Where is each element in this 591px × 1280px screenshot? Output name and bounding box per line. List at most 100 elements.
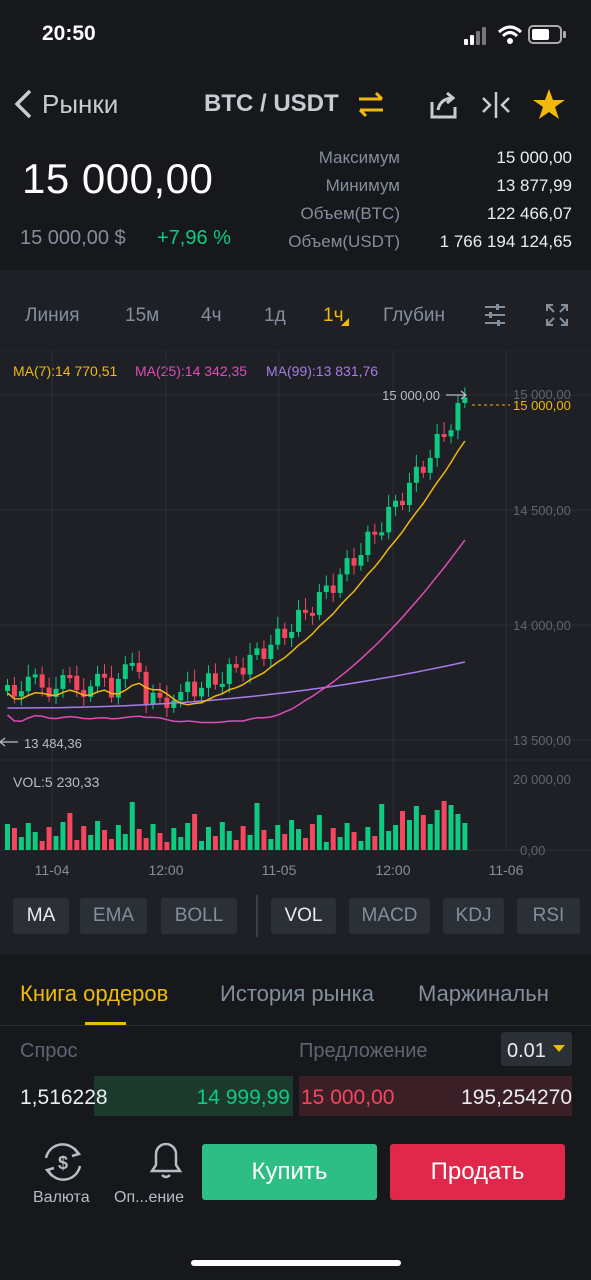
price-change: +7,96 % — [157, 227, 231, 249]
high-marker-label: 15 000,00 — [382, 388, 440, 403]
indicator-ma[interactable]: MA — [13, 898, 69, 934]
indicator-ema[interactable]: EMA — [80, 898, 147, 934]
bell-icon[interactable] — [147, 1141, 185, 1181]
y-tick-14500: 14 500,00 — [513, 503, 571, 518]
stat-label-high: Максимум — [318, 148, 400, 167]
back-button[interactable]: Рынки — [42, 89, 119, 119]
candle-5 — [39, 674, 45, 688]
indicator-rsi[interactable]: RSI — [517, 898, 580, 934]
volume-bar-39 — [275, 825, 281, 850]
interval-depth[interactable]: Глубин — [383, 305, 446, 326]
x-tick-1: 11-04 — [35, 862, 70, 878]
candle-28 — [199, 687, 205, 697]
back-chevron-icon[interactable] — [12, 88, 34, 120]
candle-24 — [171, 700, 177, 708]
candle-47 — [330, 585, 336, 593]
volume-bar-40 — [282, 834, 288, 850]
wifi-icon — [497, 25, 523, 44]
volume-bar-13 — [95, 821, 101, 850]
swap-icon[interactable] — [356, 90, 386, 120]
pair-title[interactable]: BTC / USDT — [204, 90, 339, 117]
compare-icon[interactable] — [480, 89, 512, 121]
bid-qty[interactable]: 1,516228 — [20, 1086, 108, 1109]
candle-7 — [53, 688, 59, 697]
volume-bar-36 — [254, 803, 260, 850]
volume-bar-1 — [11, 828, 17, 850]
y-tick-14000: 14 000,00 — [513, 618, 571, 633]
volume-bar-50 — [351, 832, 357, 850]
interval-line[interactable]: Линия — [25, 305, 80, 326]
volume-bar-43 — [302, 838, 308, 850]
candle-29 — [205, 673, 211, 688]
indicator-vol[interactable]: VOL — [271, 898, 336, 934]
status-bar — [0, 0, 591, 70]
ask-qty[interactable]: 195,254270 — [461, 1086, 572, 1109]
volume-bar-59 — [413, 806, 419, 850]
bid-header: Спрос — [20, 1040, 78, 1062]
status-time: 20:50 — [42, 22, 96, 45]
candle-49 — [344, 558, 350, 575]
volume-bar-18 — [129, 802, 135, 850]
ticker-panel — [0, 140, 591, 270]
y-tick-13500: 13 500,00 — [513, 733, 571, 748]
tab-margin[interactable]: Маржинальн — [418, 981, 549, 1006]
bid-price[interactable]: 14 999,99 — [196, 1086, 290, 1109]
volume-bar-53 — [372, 836, 378, 850]
candle-3 — [25, 676, 31, 692]
volume-bar-52 — [365, 827, 371, 850]
price-chart[interactable]: 15 000,00 15 000,00 13 484,36 15 000,00 … — [0, 350, 591, 890]
sell-button[interactable]: Продать — [390, 1144, 565, 1200]
share-icon[interactable] — [428, 90, 460, 120]
interval-4h[interactable]: 4ч — [201, 305, 222, 326]
candle-21 — [150, 692, 156, 705]
candle-39 — [275, 628, 281, 645]
candle-48 — [337, 574, 343, 593]
tab-orderbook[interactable]: Книга ордеров — [20, 981, 169, 1006]
volume-bar-28 — [199, 841, 205, 850]
interval-15m[interactable]: 15м — [125, 305, 160, 326]
interval-1h[interactable]: 1ч — [323, 305, 344, 326]
volume-bar-10 — [74, 840, 80, 850]
volume-bar-42 — [296, 829, 302, 850]
stat-label-vol-btc: Объем(BTC) — [300, 204, 401, 223]
currency-convert-icon[interactable]: $ — [38, 1142, 88, 1182]
volume-bar-9 — [67, 813, 73, 850]
candle-54 — [379, 532, 385, 536]
volume-bar-5 — [39, 841, 45, 850]
candle-1 — [11, 685, 17, 697]
candle-59 — [413, 466, 419, 483]
candle-16 — [115, 678, 121, 698]
volume-bar-24 — [171, 828, 177, 850]
interval-1d[interactable]: 1д — [264, 305, 286, 326]
interval-dropdown-icon — [341, 318, 349, 326]
volume-bar-6 — [46, 827, 52, 850]
tab-market-history[interactable]: История рынка — [220, 981, 374, 1006]
ask-header: Предложение — [299, 1040, 428, 1062]
ma99-legend: MA(99):13 831,76 — [266, 363, 379, 379]
candle-11 — [81, 690, 87, 697]
volume-bar-63 — [441, 801, 447, 850]
settings-sliders-icon[interactable] — [483, 302, 507, 328]
indicator-boll[interactable]: BOLL — [161, 898, 237, 934]
volume-bar-23 — [164, 842, 170, 850]
volume-bar-20 — [143, 838, 149, 850]
alert-label[interactable]: Оп...ение — [114, 1189, 185, 1206]
candle-37 — [261, 648, 267, 659]
volume-bar-62 — [434, 810, 440, 850]
volume-bar-14 — [102, 830, 108, 850]
indicator-kdj[interactable]: KDJ — [443, 898, 504, 934]
indicator-macd[interactable]: MACD — [349, 898, 430, 934]
volume-bar-44 — [309, 824, 315, 850]
favorite-star-icon[interactable] — [532, 88, 566, 120]
candle-10 — [74, 675, 80, 691]
volume-bar-27 — [192, 814, 198, 850]
current-price-label: 15 000,00 — [513, 398, 571, 413]
candle-33 — [233, 664, 239, 668]
currency-label[interactable]: Валюта — [33, 1189, 90, 1206]
fullscreen-icon[interactable] — [545, 303, 569, 327]
ma7-legend: MA(7):14 770,51 — [13, 363, 118, 379]
candle-46 — [323, 585, 329, 593]
candle-60 — [420, 466, 426, 473]
ask-price[interactable]: 15 000,00 — [301, 1086, 395, 1109]
buy-button[interactable]: Купить — [202, 1144, 377, 1200]
